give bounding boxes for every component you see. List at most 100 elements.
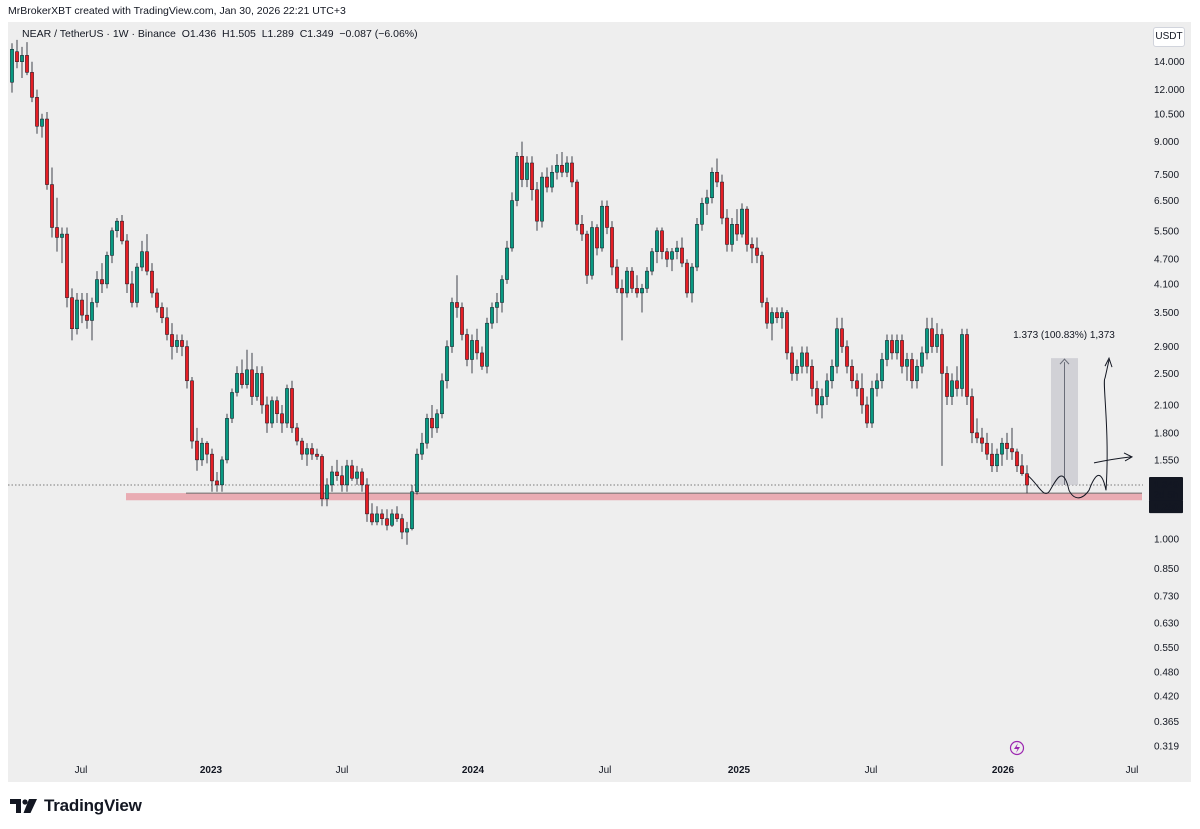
candle-down[interactable]: [535, 182, 539, 231]
candle-up[interactable]: [410, 484, 414, 531]
candle-down[interactable]: [685, 259, 689, 298]
candle-down[interactable]: [980, 427, 984, 452]
candle-up[interactable]: [875, 373, 879, 397]
candle-up[interactable]: [540, 172, 544, 228]
candle-up[interactable]: [40, 113, 44, 138]
candle-down[interactable]: [660, 227, 664, 260]
candle-up[interactable]: [490, 302, 494, 329]
candle-down[interactable]: [170, 323, 174, 360]
candle-up[interactable]: [90, 297, 94, 341]
candle-down[interactable]: [460, 302, 464, 341]
candle-up[interactable]: [895, 334, 899, 360]
candle-down[interactable]: [520, 141, 524, 188]
candle-down[interactable]: [965, 328, 969, 405]
candle-down[interactable]: [530, 156, 534, 201]
candle-down[interactable]: [760, 251, 764, 308]
candle-down[interactable]: [790, 346, 794, 381]
candle-down[interactable]: [320, 454, 324, 507]
candle-down[interactable]: [340, 465, 344, 492]
candle-up[interactable]: [995, 448, 999, 472]
candle-down[interactable]: [940, 328, 944, 466]
candle-down[interactable]: [185, 340, 189, 389]
price-chart[interactable]: 1.373 (100.83%) 1,373 14.000 12.000 10.500…: [8, 22, 1191, 782]
candle-down[interactable]: [765, 297, 769, 329]
candle-down[interactable]: [70, 288, 74, 341]
candle-down[interactable]: [1020, 454, 1024, 476]
candle-down[interactable]: [735, 209, 739, 241]
candle-up[interactable]: [245, 349, 249, 389]
candle-down[interactable]: [275, 396, 279, 424]
candle-down[interactable]: [430, 404, 434, 438]
candle-up[interactable]: [175, 334, 179, 353]
candle-down[interactable]: [815, 380, 819, 414]
candle-down[interactable]: [545, 167, 549, 193]
candle-up[interactable]: [285, 384, 289, 428]
candle-down[interactable]: [620, 279, 624, 341]
candle-up[interactable]: [505, 240, 509, 284]
candle-up[interactable]: [1000, 437, 1004, 466]
candle-down[interactable]: [120, 215, 124, 245]
candle-up[interactable]: [435, 409, 439, 433]
candle-down[interactable]: [215, 471, 219, 492]
candle-down[interactable]: [750, 237, 754, 264]
candle-up[interactable]: [115, 218, 119, 238]
candle-down[interactable]: [615, 259, 619, 293]
candle-down[interactable]: [205, 441, 209, 464]
candle-up[interactable]: [515, 152, 519, 207]
candle-down[interactable]: [860, 373, 864, 414]
candle-up[interactable]: [770, 307, 774, 341]
candle-down[interactable]: [475, 328, 479, 360]
candle-down[interactable]: [265, 396, 269, 433]
candle-up[interactable]: [690, 263, 694, 303]
candle-down[interactable]: [665, 248, 669, 268]
candle-down[interactable]: [775, 307, 779, 324]
candle-down[interactable]: [365, 478, 369, 522]
candle-down[interactable]: [260, 366, 264, 414]
candle-down[interactable]: [155, 288, 159, 313]
candle-down[interactable]: [1025, 465, 1029, 494]
candle-down[interactable]: [50, 167, 54, 238]
candle-up[interactable]: [235, 366, 239, 397]
candle-up[interactable]: [510, 192, 514, 252]
candle-up[interactable]: [445, 340, 449, 389]
candle-down[interactable]: [295, 423, 299, 446]
candle-down[interactable]: [680, 237, 684, 268]
candle-down[interactable]: [55, 197, 59, 252]
candle-down[interactable]: [810, 359, 814, 397]
support-zone[interactable]: [126, 493, 1142, 501]
candle-down[interactable]: [725, 209, 729, 252]
candle-up[interactable]: [525, 156, 529, 188]
candle-up[interactable]: [110, 227, 114, 264]
candle-down[interactable]: [755, 237, 759, 264]
candle-down[interactable]: [195, 427, 199, 471]
candle-down[interactable]: [360, 468, 364, 492]
currency-button[interactable]: USDT: [1153, 27, 1185, 47]
candle-down[interactable]: [985, 432, 989, 460]
candle-down[interactable]: [720, 174, 724, 225]
candle-down[interactable]: [970, 388, 974, 444]
candle-down[interactable]: [455, 275, 459, 318]
candle-up[interactable]: [880, 352, 884, 389]
candle-down[interactable]: [30, 61, 34, 103]
candle-up[interactable]: [95, 271, 99, 308]
candle-up[interactable]: [780, 307, 784, 329]
candle-up[interactable]: [915, 359, 919, 389]
candle-down[interactable]: [395, 506, 399, 522]
candle-up[interactable]: [650, 248, 654, 276]
candle-up[interactable]: [565, 156, 569, 178]
candle-down[interactable]: [165, 307, 169, 341]
candle-down[interactable]: [850, 359, 854, 389]
candle-up[interactable]: [960, 328, 964, 397]
candle-up[interactable]: [950, 373, 954, 405]
candle-up[interactable]: [220, 456, 224, 492]
candle-down[interactable]: [865, 396, 869, 428]
candle-down[interactable]: [745, 206, 749, 252]
candle-down[interactable]: [240, 359, 244, 389]
projection-arrow-right[interactable]: [1093, 456, 1132, 464]
candle-up[interactable]: [200, 437, 204, 466]
candle-down[interactable]: [480, 346, 484, 370]
candle-up[interactable]: [105, 251, 109, 289]
candle-down[interactable]: [370, 503, 374, 526]
candle-up[interactable]: [420, 432, 424, 460]
candle-up[interactable]: [390, 509, 394, 527]
